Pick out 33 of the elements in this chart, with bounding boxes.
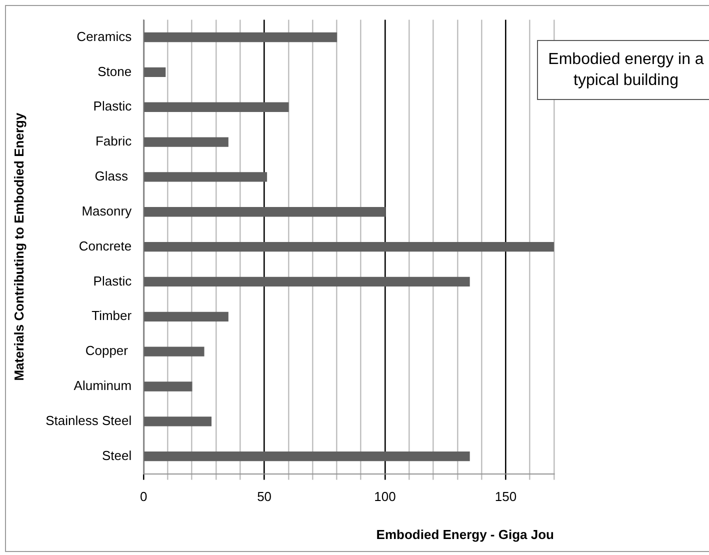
bar bbox=[144, 346, 204, 356]
y-tick-label: Fabric bbox=[95, 134, 132, 149]
y-tick-label: Glass bbox=[94, 168, 132, 184]
y-tick-label: Stainless Steel bbox=[46, 412, 132, 428]
annotation: Embodied energy in a typical building bbox=[537, 40, 709, 100]
y-axis-title: Materials Contributing to Embodied Energy bbox=[11, 112, 26, 381]
x-axis-title: Embodied Energy - Giga Jou bbox=[376, 526, 554, 542]
x-tick-label: 0 bbox=[140, 489, 148, 504]
bar bbox=[144, 382, 192, 392]
x-tick-label: 50 bbox=[257, 489, 272, 504]
y-tick-label: Plastic bbox=[93, 273, 132, 288]
x-tick-label: 150 bbox=[494, 489, 517, 504]
y-tick-label: Copper bbox=[85, 343, 132, 358]
bar bbox=[144, 452, 470, 462]
bar bbox=[144, 102, 289, 112]
y-tick-label: Stone bbox=[98, 64, 132, 79]
bar bbox=[144, 137, 228, 147]
bar bbox=[144, 416, 212, 426]
bar bbox=[144, 207, 386, 217]
x-tick-label: 100 bbox=[374, 489, 396, 504]
bar bbox=[144, 276, 470, 287]
y-tick-label: Masonry bbox=[82, 203, 132, 218]
bar bbox=[144, 312, 228, 322]
y-tick-label: Aluminum bbox=[74, 378, 132, 394]
y-tick-label: Ceramics bbox=[76, 28, 132, 44]
bar bbox=[144, 32, 338, 42]
y-tick-label: Timber bbox=[92, 308, 132, 324]
y-tick-label: Steel bbox=[102, 448, 132, 463]
y-tick-label: Plastic bbox=[93, 98, 132, 114]
bar bbox=[144, 172, 268, 182]
bar bbox=[144, 67, 166, 78]
bar bbox=[144, 242, 554, 252]
y-tick-label: Concrete bbox=[78, 238, 132, 254]
